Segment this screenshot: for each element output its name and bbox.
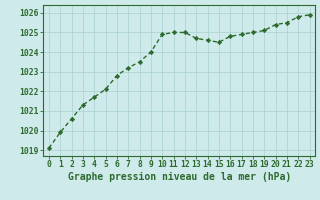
X-axis label: Graphe pression niveau de la mer (hPa): Graphe pression niveau de la mer (hPa) bbox=[68, 172, 291, 182]
